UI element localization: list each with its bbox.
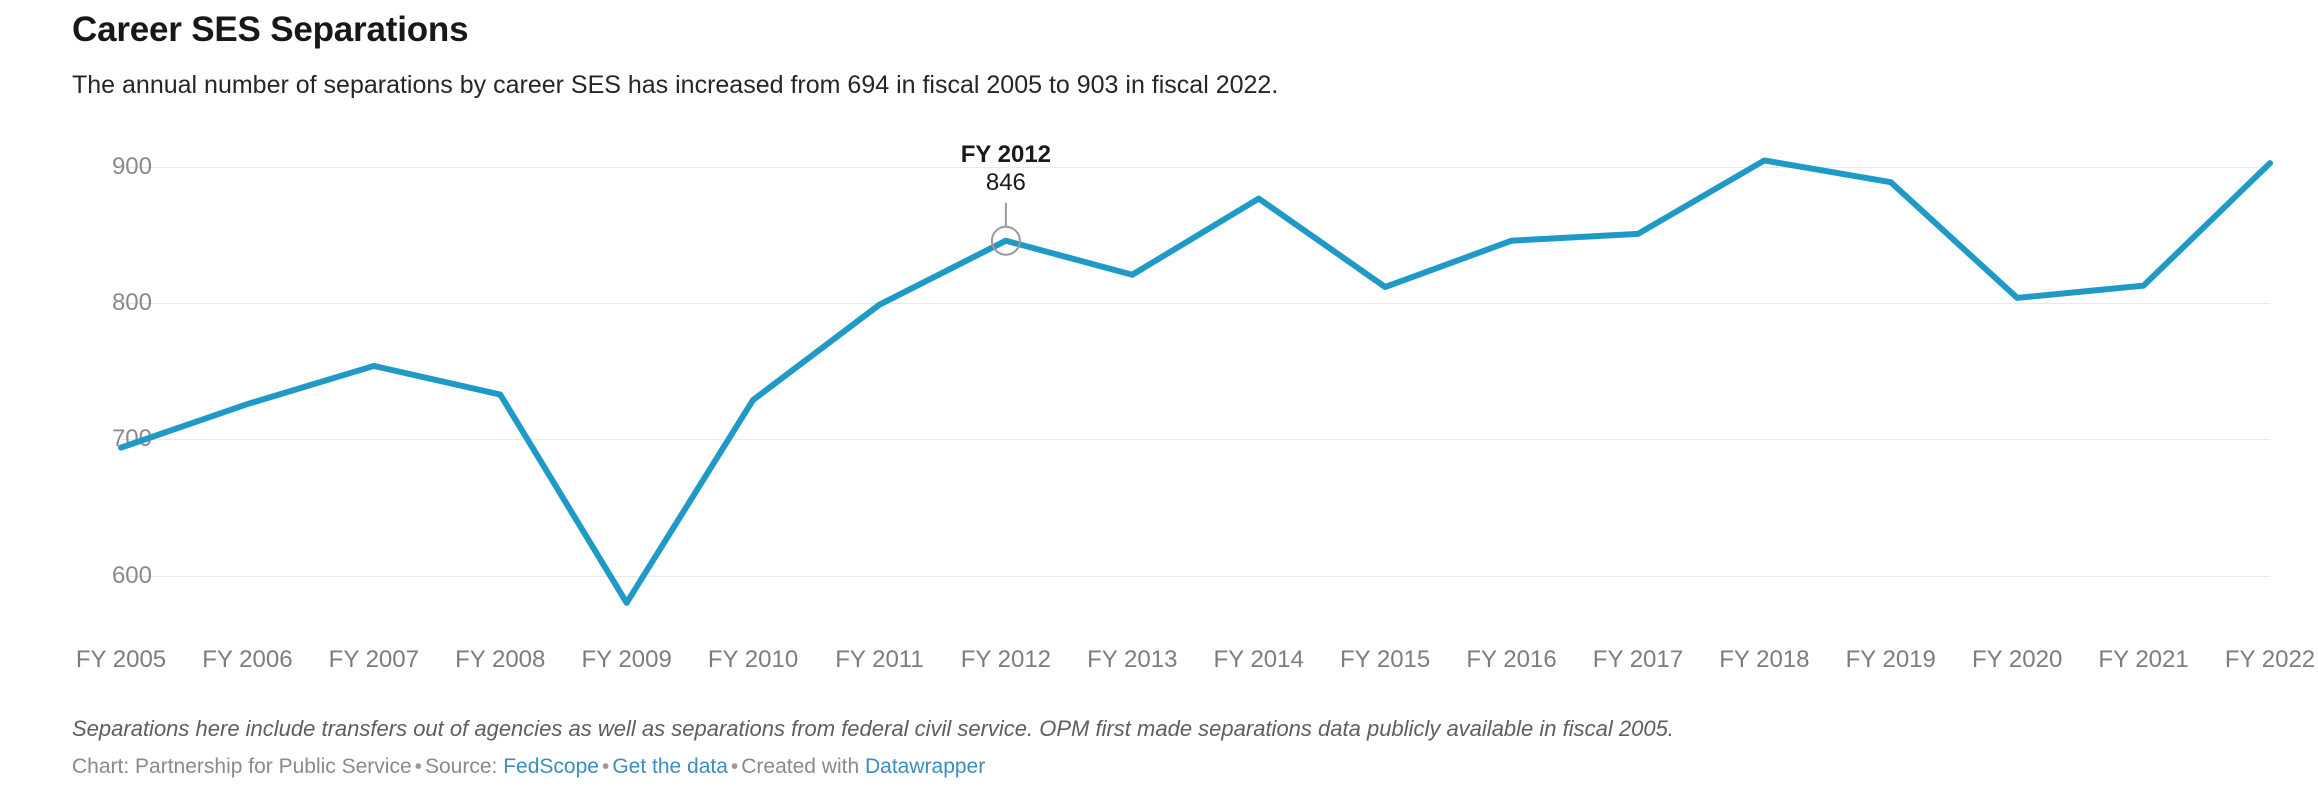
get-the-data-link[interactable]: Get the data: [612, 755, 728, 778]
x-axis-tick-label: FY 2014: [1213, 646, 1304, 673]
gridline: [121, 303, 2270, 305]
gridline: [121, 167, 2270, 169]
x-axis-tick-label: FY 2020: [1972, 646, 2063, 673]
x-axis-tick-label: FY 2022: [2224, 646, 2316, 673]
x-axis-tick-label: FY 2019: [1845, 646, 1936, 673]
credit-separator-2: •: [601, 755, 610, 778]
page-title: Career SES Separations: [72, 10, 469, 49]
chart-note: Separations here include transfers out o…: [72, 716, 1674, 741]
gridline: [121, 575, 2270, 577]
x-axis-tick-label: FY 2021: [2098, 646, 2189, 673]
x-axis: FY 2005 FY 2006 FY 2007 FY 2008 FY 2009 FY 20…: [0, 645, 2318, 685]
x-axis-tick-label: FY 2007: [328, 646, 419, 673]
x-axis-tick-label: FY 2009: [581, 646, 672, 673]
line-series-svg: [118, 157, 2273, 606]
plot-area: 600 700 800 900 FY 2012 846: [0, 130, 2318, 670]
x-axis-tick-label: FY 2010: [707, 646, 799, 673]
x-axis-tick-label: FY 2006: [202, 646, 293, 673]
y-axis-tick-label: 900: [111, 153, 152, 181]
chart-footer: Separations here include transfers out o…: [72, 715, 2272, 781]
gridline: [121, 439, 2270, 441]
x-axis-tick-label: FY 2012: [960, 646, 1052, 673]
x-axis-tick-label: FY 2005: [75, 646, 167, 673]
x-axis-tick-label: FY 2018: [1719, 646, 1810, 673]
source-link[interactable]: FedScope: [503, 755, 599, 778]
credit-chart-by: Chart: Partnership for Public Service: [72, 755, 412, 778]
chart-header: Career SES Separations The annual number…: [72, 8, 2252, 102]
x-axis-tick-label: FY 2011: [835, 646, 924, 673]
credit-created-with: Created with: [741, 755, 860, 778]
x-axis-tick-label: FY 2008: [455, 646, 546, 673]
plot-inner: 600 700 800 900 FY 2012 846: [0, 130, 2318, 670]
chart-subtitle: The annual number of separations by care…: [72, 71, 1279, 99]
x-axis-tick-label: FY 2015: [1339, 646, 1431, 673]
x-axis-tick-label: FY 2017: [1592, 646, 1684, 673]
highlight-point-marker[interactable]: [990, 225, 1021, 256]
datawrapper-link[interactable]: Datawrapper: [865, 755, 986, 778]
data-line: [118, 157, 2273, 606]
credit-source-label: Source:: [425, 755, 498, 778]
credit-separator-3: •: [730, 755, 739, 778]
y-axis-tick-label: 800: [111, 289, 152, 317]
x-axis-tick-label: FY 2016: [1466, 646, 1557, 673]
y-axis-tick-label: 600: [111, 561, 152, 589]
x-axis-tick-label: FY 2013: [1087, 646, 1178, 673]
chart-credit: Chart: Partnership for Public Service • So…: [72, 753, 2272, 781]
credit-separator-1: •: [414, 755, 422, 778]
